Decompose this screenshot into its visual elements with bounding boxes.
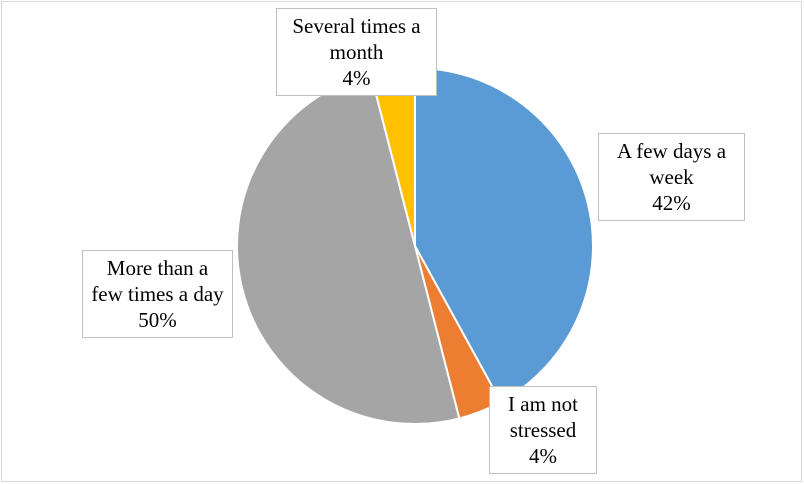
category-label: A few days a week	[616, 139, 727, 189]
value-label: 4%	[529, 444, 557, 468]
value-label: 50%	[138, 308, 177, 332]
pie-slice	[414, 66, 594, 404]
data-label: I am not stressed 4%	[489, 386, 597, 474]
data-label: A few days a week 42%	[598, 133, 745, 221]
category-label: I am not stressed	[508, 392, 578, 442]
category-label: More than a few times a day	[91, 256, 224, 306]
data-label: More than a few times a day 50%	[82, 250, 233, 338]
category-label: Several times a month	[292, 14, 421, 64]
value-label: 4%	[342, 66, 371, 90]
pie-slice	[236, 72, 461, 425]
value-label: 42%	[652, 191, 691, 215]
data-label: Several times a month 4%	[276, 8, 437, 96]
